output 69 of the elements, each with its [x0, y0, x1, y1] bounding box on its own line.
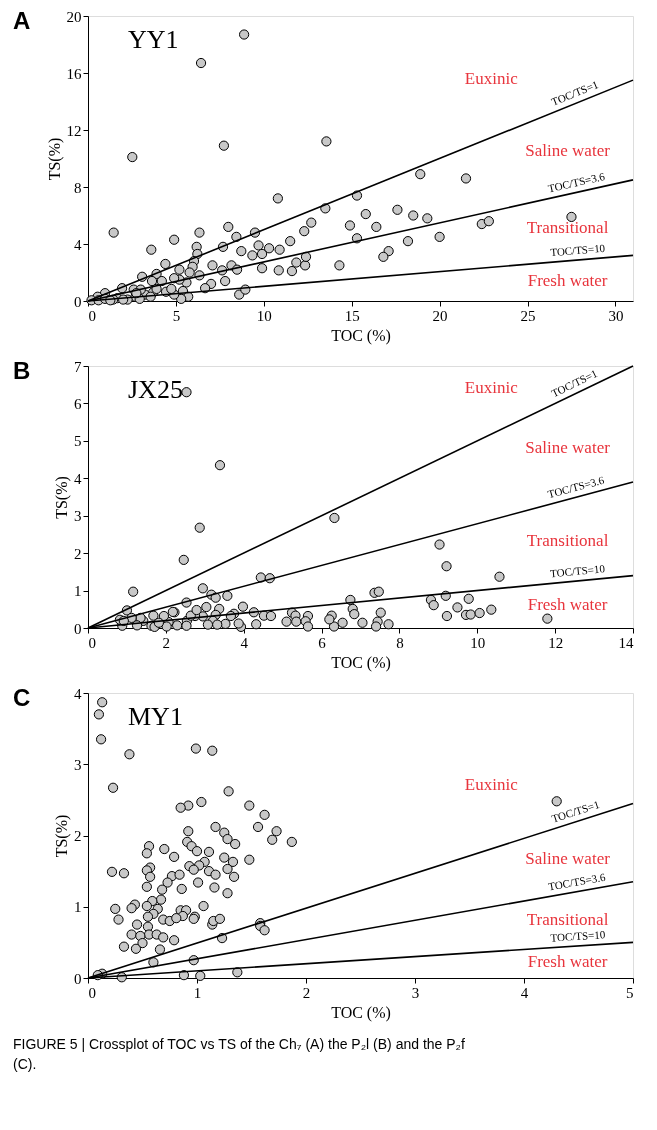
annotation: Fresh water: [527, 594, 608, 614]
annotation: Fresh water: [527, 270, 608, 290]
y-tick-label: 3: [74, 508, 82, 525]
y-tick-label: 7: [74, 358, 82, 375]
x-tick-label: 12: [548, 634, 564, 651]
y-tick-label: 2: [74, 828, 82, 844]
text: A: [13, 7, 31, 34]
annotation: Euxinic: [464, 69, 519, 89]
annotation: Saline water: [525, 140, 611, 160]
y-tick-label: 6: [74, 395, 82, 412]
chart-title: MY1: [128, 702, 183, 731]
x-tick-label: 2: [162, 634, 171, 651]
x-tick-label: 5: [626, 984, 634, 1001]
annotation: Saline water: [525, 848, 611, 868]
text: B: [13, 357, 31, 384]
y-tick-label: 2: [74, 545, 82, 562]
x-tick-label: 0: [88, 634, 96, 651]
annotation: Fresh water: [527, 952, 608, 972]
x-tick-label: 4: [240, 634, 249, 651]
x-tick-label: 14: [618, 634, 634, 651]
text: TOC/TS=3.6: [547, 870, 607, 893]
annotation: Euxinic: [464, 774, 519, 794]
y-tick-label: 4: [74, 470, 82, 487]
x-tick-label: 8: [396, 634, 404, 651]
y-tick-label: 20: [66, 8, 82, 25]
x-axis-title: TOC (%): [331, 1003, 391, 1022]
x-tick-label: 30: [608, 307, 624, 324]
y-tick-label: 0: [74, 293, 82, 310]
annotation: Euxinic: [464, 378, 519, 398]
x-tick-label: 2: [302, 984, 311, 1001]
y-tick-label: 1: [74, 583, 82, 600]
y-tick-label: 0: [74, 970, 82, 987]
y-tick-label: 12: [66, 122, 82, 139]
annotation: Transitional: [526, 910, 609, 929]
y-tick-label: 4: [74, 685, 82, 702]
series-label: TOC/TS=10: [550, 928, 607, 944]
x-tick-label: 20: [432, 307, 448, 324]
text: TOC/TS=10: [549, 562, 606, 580]
y-axis-title: TS(%): [45, 137, 64, 181]
annotation: Saline water: [525, 438, 611, 458]
annotation: Transitional: [526, 217, 609, 237]
x-tick-label: 5: [172, 307, 181, 324]
x-tick-label: 15: [344, 307, 360, 324]
y-tick-label: 1: [74, 899, 82, 916]
y-tick-label: 5: [74, 433, 82, 450]
y-axis-title: TS(%): [53, 814, 71, 858]
caption: FIGURE 5 | Crossplot of TOC vs TS of the Ch₇ (A) the P₂l (B) and the P₂f (C).: [13, 1036, 466, 1072]
x-tick-label: 1: [193, 984, 202, 1001]
chart-title: JX25: [128, 375, 183, 404]
series-label: TOC/TS=10: [549, 241, 607, 259]
y-tick-label: 0: [74, 620, 82, 637]
chart-title: YY1: [128, 25, 179, 54]
y-tick-label: 8: [74, 179, 82, 196]
y-tick-label: 4: [74, 236, 82, 253]
x-tick-label: 3: [411, 984, 420, 1001]
x-tick-label: 0: [88, 307, 96, 324]
text: C: [13, 684, 31, 711]
x-tick-label: 10: [470, 634, 486, 651]
x-axis-title: TOC (%): [331, 653, 391, 672]
x-tick-label: 25: [520, 307, 536, 324]
y-tick-label: 16: [66, 65, 82, 82]
y-axis-title: TS(%): [53, 476, 71, 519]
x-tick-label: 4: [520, 984, 529, 1001]
y-tick-label: 3: [74, 756, 82, 773]
x-axis-title: TOC (%): [331, 326, 391, 345]
x-tick-label: 10: [256, 307, 272, 324]
x-tick-label: 0: [88, 984, 96, 1001]
x-tick-label: 6: [318, 634, 327, 651]
annotation: Transitional: [526, 530, 609, 550]
